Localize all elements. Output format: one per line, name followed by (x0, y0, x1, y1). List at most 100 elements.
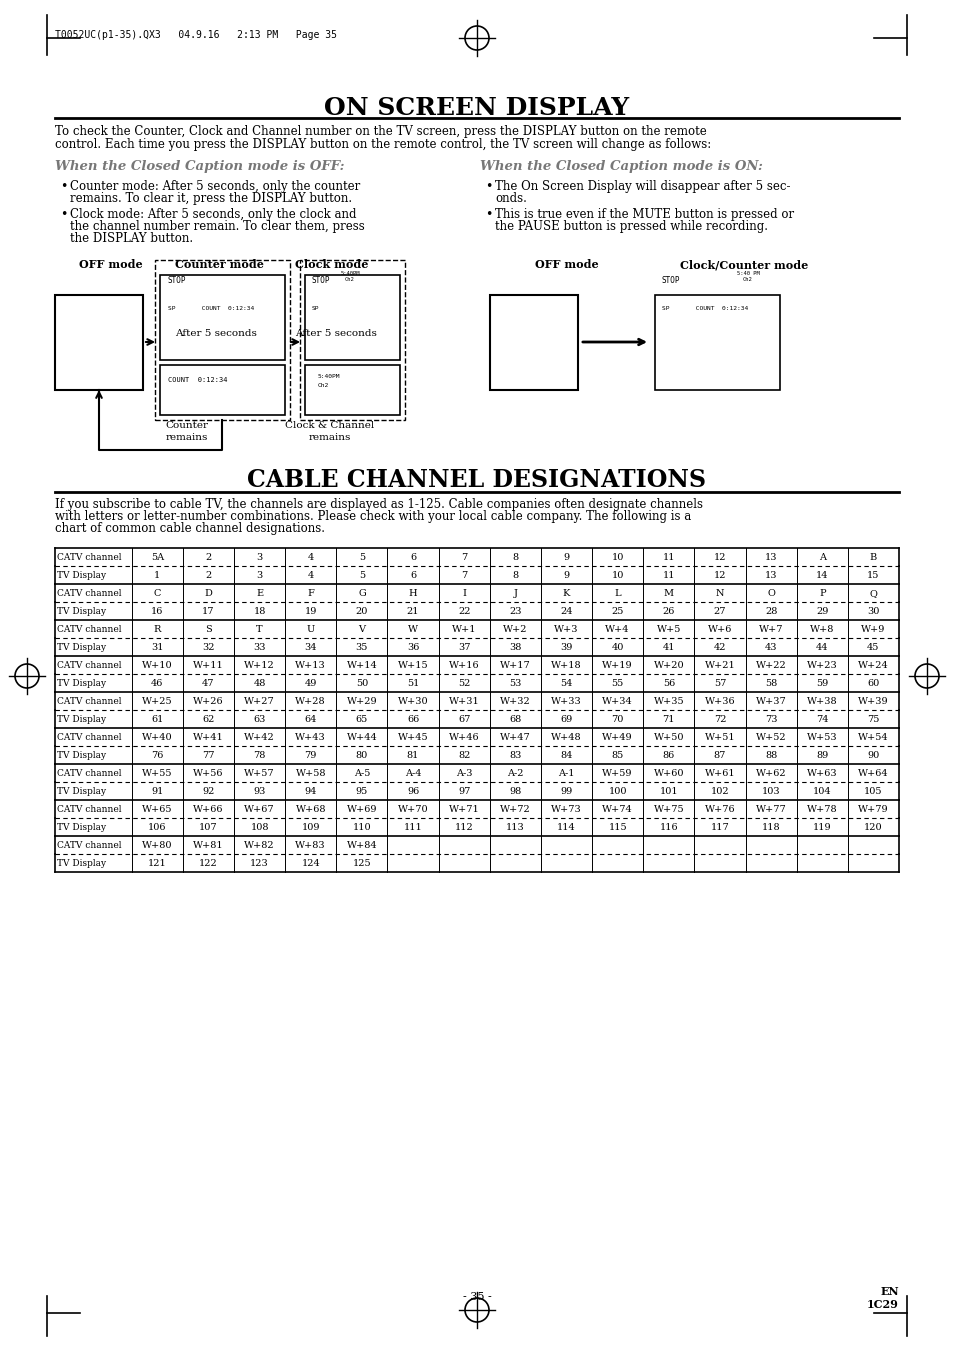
Text: 73: 73 (764, 716, 777, 724)
Text: W+8: W+8 (809, 626, 834, 635)
Text: W: W (408, 626, 417, 635)
Text: W+28: W+28 (295, 697, 326, 707)
Text: W+83: W+83 (295, 842, 326, 851)
Text: W+29: W+29 (346, 697, 376, 707)
Text: W+64: W+64 (857, 770, 888, 778)
Text: M: M (663, 589, 673, 598)
Text: 45: 45 (866, 643, 879, 653)
Text: W+4: W+4 (605, 626, 629, 635)
Text: V: V (358, 626, 365, 635)
Text: W+19: W+19 (601, 662, 633, 670)
Text: 67: 67 (457, 716, 470, 724)
Text: W+26: W+26 (193, 697, 224, 707)
Text: T: T (256, 626, 263, 635)
Text: 24: 24 (559, 608, 572, 616)
Text: 125: 125 (353, 859, 371, 869)
Text: 93: 93 (253, 788, 266, 797)
Text: W+30: W+30 (397, 697, 428, 707)
Text: W+73: W+73 (551, 805, 581, 815)
Text: W+63: W+63 (806, 770, 837, 778)
Text: W+31: W+31 (448, 697, 479, 707)
Text: 25: 25 (611, 608, 623, 616)
Text: 29: 29 (815, 608, 827, 616)
Text: TV Display: TV Display (57, 716, 106, 724)
Text: 79: 79 (304, 751, 316, 761)
Text: W+44: W+44 (346, 734, 376, 743)
Text: D: D (204, 589, 213, 598)
Text: A-2: A-2 (507, 770, 523, 778)
Text: W+16: W+16 (449, 662, 479, 670)
Text: W+17: W+17 (499, 662, 530, 670)
Text: T0052UC(p1-35).QX3   04.9.16   2:13 PM   Page 35: T0052UC(p1-35).QX3 04.9.16 2:13 PM Page … (55, 30, 336, 41)
Text: W+80: W+80 (142, 842, 172, 851)
Text: 4: 4 (307, 554, 314, 562)
Text: 38: 38 (509, 643, 521, 653)
Text: 30: 30 (866, 608, 879, 616)
Text: W+62: W+62 (755, 770, 785, 778)
Text: When the Closed Caption mode is OFF:: When the Closed Caption mode is OFF: (55, 159, 344, 173)
Text: W+36: W+36 (704, 697, 735, 707)
Text: W+37: W+37 (755, 697, 785, 707)
Text: 86: 86 (662, 751, 674, 761)
Text: - 35 -: - 35 - (462, 1292, 491, 1302)
Text: 81: 81 (406, 751, 418, 761)
Text: CATV channel: CATV channel (57, 842, 121, 851)
Text: 61: 61 (151, 716, 163, 724)
Text: 32: 32 (202, 643, 214, 653)
Text: W+54: W+54 (857, 734, 888, 743)
Text: TV Display: TV Display (57, 859, 106, 869)
Text: STOP: STOP (168, 276, 186, 285)
Text: 28: 28 (764, 608, 777, 616)
Text: 62: 62 (202, 716, 214, 724)
Text: W+6: W+6 (707, 626, 731, 635)
Text: 49: 49 (304, 680, 316, 689)
Text: 118: 118 (761, 824, 780, 832)
Text: 7: 7 (460, 554, 467, 562)
Text: 2: 2 (205, 554, 212, 562)
Text: 1C29: 1C29 (866, 1300, 898, 1310)
Text: •: • (60, 180, 68, 193)
Text: with letters or letter-number combinations. Please check with your local cable c: with letters or letter-number combinatio… (55, 509, 691, 523)
Text: 124: 124 (301, 859, 320, 869)
Text: 88: 88 (764, 751, 777, 761)
Text: E: E (255, 589, 263, 598)
Bar (655, 295, 780, 390)
Text: 13: 13 (764, 571, 777, 581)
Text: W+10: W+10 (142, 662, 172, 670)
Text: W+23: W+23 (806, 662, 837, 670)
Bar (154, 259, 290, 420)
Text: the PAUSE button is pressed while recording.: the PAUSE button is pressed while record… (495, 220, 767, 232)
Text: 12: 12 (713, 571, 725, 581)
Bar (490, 295, 578, 390)
Text: 100: 100 (608, 788, 626, 797)
Text: A-5: A-5 (354, 770, 370, 778)
Text: 50: 50 (355, 680, 368, 689)
Text: 46: 46 (151, 680, 163, 689)
Text: W+81: W+81 (193, 842, 224, 851)
Text: W+56: W+56 (193, 770, 223, 778)
Text: 110: 110 (353, 824, 371, 832)
Text: 106: 106 (148, 824, 167, 832)
Text: 3: 3 (256, 571, 262, 581)
Text: W+75: W+75 (653, 805, 683, 815)
Text: 11: 11 (662, 554, 675, 562)
Text: 41: 41 (662, 643, 675, 653)
Text: 17: 17 (202, 608, 214, 616)
Text: W+3: W+3 (554, 626, 578, 635)
Text: 47: 47 (202, 680, 214, 689)
Text: OFF mode: OFF mode (535, 259, 598, 270)
Text: 114: 114 (557, 824, 576, 832)
Text: 5A: 5A (151, 554, 164, 562)
Text: W+45: W+45 (397, 734, 428, 743)
Text: W+48: W+48 (551, 734, 581, 743)
Text: W+84: W+84 (346, 842, 376, 851)
Text: 102: 102 (710, 788, 728, 797)
Text: W+59: W+59 (601, 770, 632, 778)
Text: 59: 59 (816, 680, 827, 689)
Text: 55: 55 (611, 680, 623, 689)
Text: 97: 97 (457, 788, 470, 797)
Text: W+13: W+13 (295, 662, 326, 670)
Text: W+1: W+1 (452, 626, 476, 635)
Text: TV Display: TV Display (57, 571, 106, 581)
Text: W+51: W+51 (704, 734, 735, 743)
